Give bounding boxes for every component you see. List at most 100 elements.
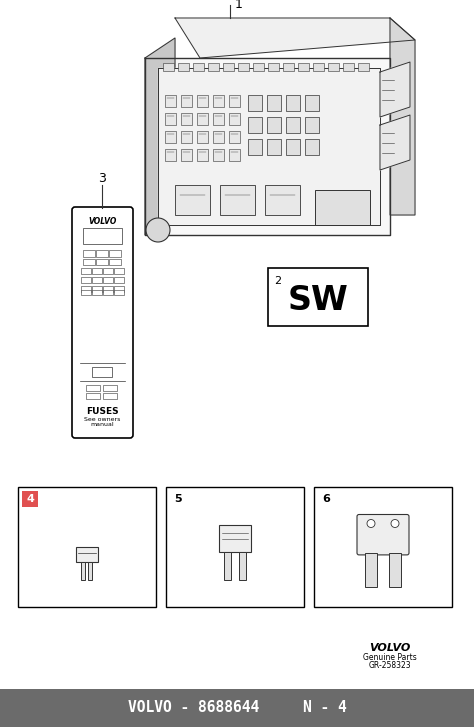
Bar [114,277,124,283]
Bar [114,290,124,295]
Text: 3: 3 [99,172,107,185]
Bar [314,487,452,607]
Bar [170,491,186,507]
Bar [328,63,339,71]
Bar [181,113,192,125]
Text: 4: 4 [26,494,34,504]
Bar [267,117,281,133]
Bar [239,553,246,579]
Bar [109,250,121,257]
Bar [103,290,113,295]
Bar [268,63,279,71]
Bar [283,63,294,71]
Bar [343,63,354,71]
Bar [166,487,304,607]
Bar [83,228,122,244]
Bar [315,190,370,225]
Text: 5: 5 [174,494,182,504]
Bar [248,117,262,133]
Bar [92,277,102,283]
Bar [213,131,224,143]
Bar [229,113,240,125]
Bar [268,268,368,326]
Bar [97,259,109,265]
Bar [81,290,91,295]
Bar [83,250,95,257]
Bar [165,95,176,107]
Bar [305,95,319,111]
Bar [365,553,377,587]
Circle shape [391,520,399,528]
Bar [213,95,224,107]
Bar [286,95,300,111]
Bar [305,117,319,133]
Bar [83,259,95,265]
Bar [103,286,113,292]
Bar [197,131,208,143]
Bar [286,117,300,133]
Bar [229,95,240,107]
Bar [163,63,174,71]
Bar [248,139,262,155]
Bar [265,185,300,215]
Bar [175,185,210,215]
Bar [0,689,474,727]
Bar [229,149,240,161]
Bar [389,553,401,587]
Text: GR-258323: GR-258323 [369,662,411,670]
Bar [181,131,192,143]
Bar [82,562,85,580]
Bar [114,268,124,274]
Bar [76,547,98,562]
Bar [213,149,224,161]
Bar [92,367,112,377]
Polygon shape [175,18,415,58]
Text: VOLVO - 8688644     N - 4: VOLVO - 8688644 N - 4 [128,701,346,715]
Polygon shape [390,18,415,215]
Bar [253,63,264,71]
Bar [181,95,192,107]
Bar [305,139,319,155]
Text: 2: 2 [274,276,281,286]
Bar [97,250,109,257]
Bar [86,393,100,399]
Circle shape [146,218,170,242]
Text: Genuine Parts: Genuine Parts [363,654,417,662]
Bar [358,63,369,71]
Bar [267,95,281,111]
Bar [103,268,113,274]
Polygon shape [145,38,175,235]
Polygon shape [380,115,410,170]
Bar [92,268,102,274]
Text: VOLVO: VOLVO [369,643,410,653]
Text: VOLVO: VOLVO [88,217,117,225]
Bar [248,95,262,111]
Bar [81,268,91,274]
Bar [92,286,102,292]
Bar [86,385,100,391]
Bar [165,149,176,161]
Bar [178,63,189,71]
FancyBboxPatch shape [357,515,409,555]
Bar [213,113,224,125]
Polygon shape [145,58,390,235]
Bar [181,149,192,161]
Bar [197,149,208,161]
Bar [318,491,334,507]
Text: See owners
manual: See owners manual [84,417,121,427]
Bar [286,139,300,155]
FancyBboxPatch shape [72,207,133,438]
Bar [92,290,102,295]
Bar [165,131,176,143]
Bar [18,487,156,607]
Polygon shape [380,62,410,117]
Text: FUSES: FUSES [86,406,119,416]
Bar [103,385,118,391]
Bar [267,139,281,155]
Bar [197,113,208,125]
Bar [229,131,240,143]
Text: SW: SW [288,284,348,316]
Bar [313,63,324,71]
Bar [208,63,219,71]
Bar [109,259,121,265]
